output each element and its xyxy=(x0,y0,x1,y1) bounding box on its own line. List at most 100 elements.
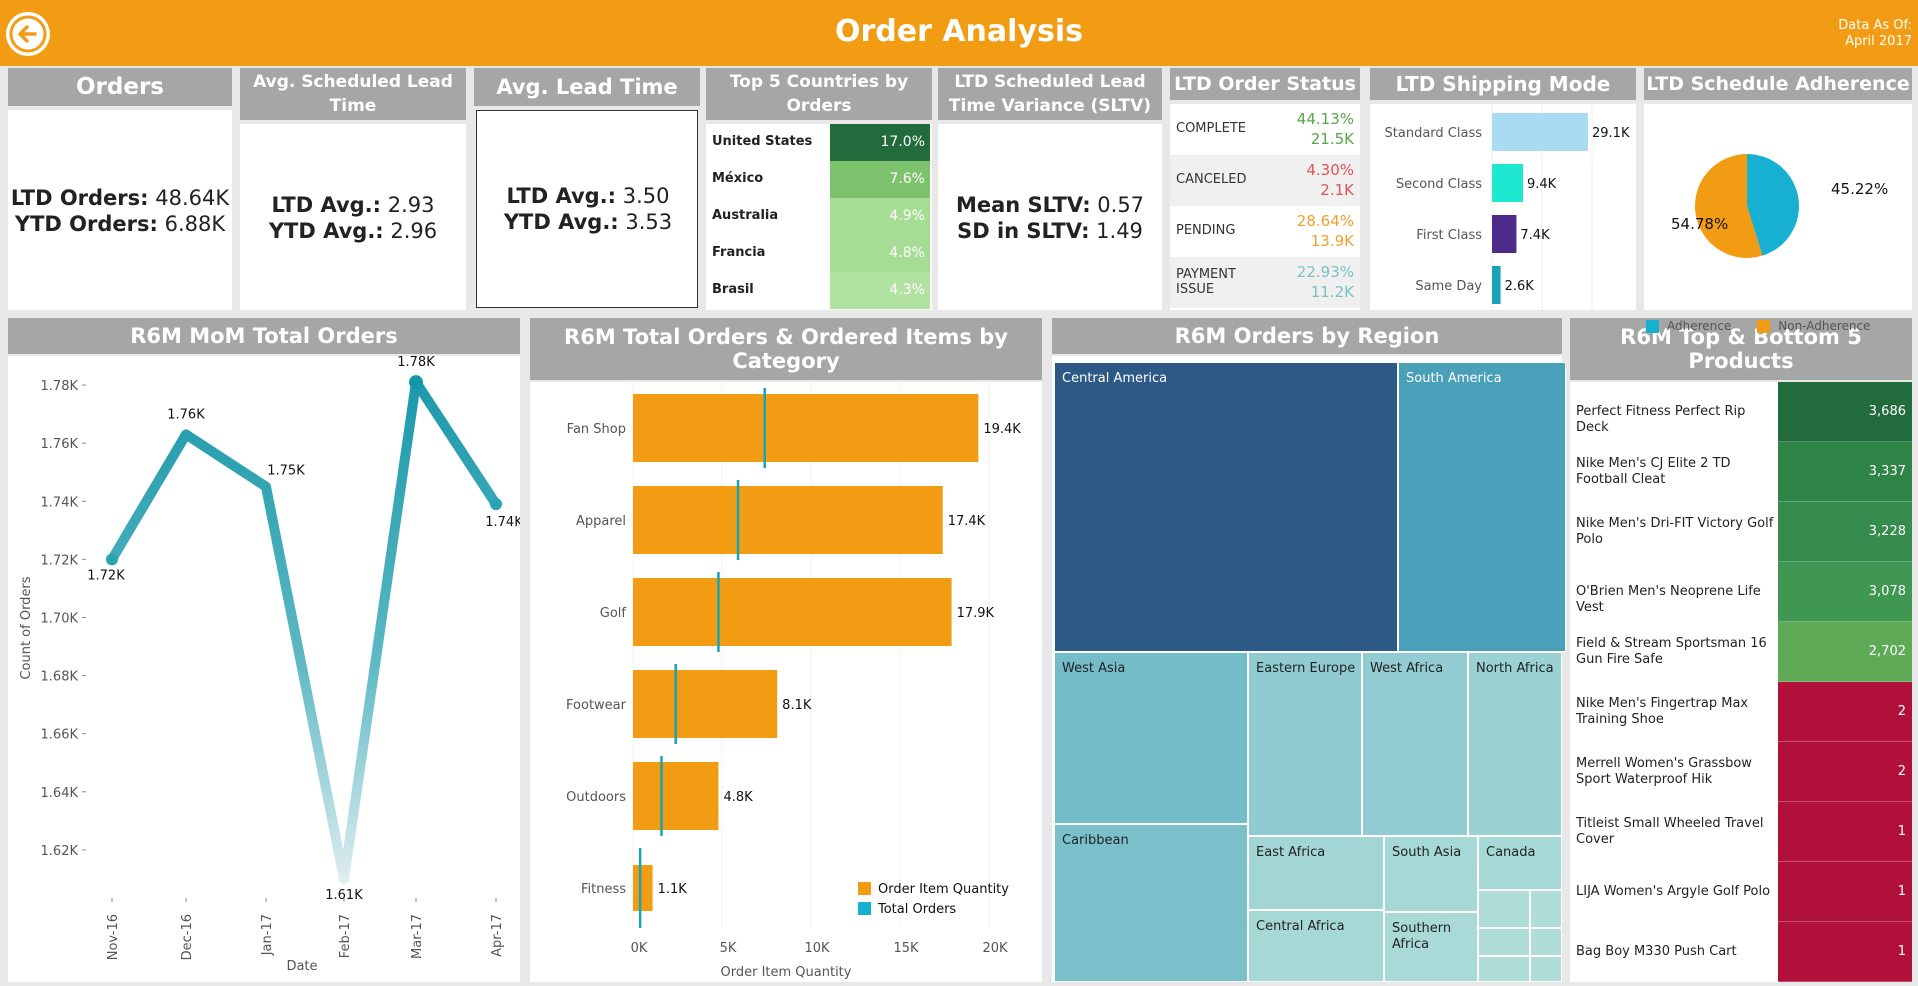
order-status-pct: 22.93% xyxy=(1296,263,1354,281)
product-value: 2 xyxy=(1778,682,1912,742)
x-tick-label: 0K xyxy=(631,941,648,956)
sched-ytd-value: 2.96 xyxy=(390,219,438,243)
region-cell-small xyxy=(1478,890,1530,928)
region-cell-small xyxy=(1478,956,1530,982)
country-name: Australia xyxy=(712,208,779,223)
product-name: Field & Stream Sportsman 16 Gun Fire Saf… xyxy=(1576,636,1767,667)
mom-point xyxy=(490,498,502,511)
x-tick-label: Jan-17 xyxy=(260,914,275,956)
order-items-bar xyxy=(633,670,778,738)
y-tick-label: 1.76K xyxy=(41,437,79,452)
product-value: 1 xyxy=(1778,802,1912,862)
pie-slice-non-adherence xyxy=(1695,154,1763,258)
shipping-bar xyxy=(1492,215,1517,253)
order-items-bar xyxy=(633,762,719,830)
orders-title: Orders xyxy=(8,68,232,106)
mom-title: R6M MoM Total Orders xyxy=(8,318,520,354)
order-status-pct: 28.64% xyxy=(1296,212,1354,230)
sched-lead-values: LTD Avg.: 2.93 YTD Avg.: 2.96 xyxy=(240,192,466,244)
legend-items-swatch xyxy=(858,882,871,895)
x-tick-label: 15K xyxy=(893,941,919,956)
shipping-bar xyxy=(1492,164,1524,202)
category-label: Outdoors xyxy=(566,790,626,805)
lead-ltd-value: 3.50 xyxy=(622,184,670,208)
legend-adherence-label: Adherence xyxy=(1667,319,1732,333)
country-share: 4.9% xyxy=(830,198,930,235)
order-items-bar xyxy=(633,486,943,554)
product-value: 1 xyxy=(1778,862,1912,922)
region-cell: East Africa xyxy=(1248,836,1384,910)
region-cell: Eastern Europe xyxy=(1248,652,1362,836)
y-tick-label: 1.64K xyxy=(41,786,79,801)
sched-lead-card: LTD Avg.: 2.93 YTD Avg.: 2.96 xyxy=(240,124,466,310)
mom-data-label: 1.74K xyxy=(485,515,520,530)
page-title: Order Analysis xyxy=(834,14,1083,49)
sltv-sd-value: 1.49 xyxy=(1096,219,1143,243)
product-row: Bag Boy M330 Push Cart 1 xyxy=(1570,922,1912,982)
order-status-count: 11.2K xyxy=(1310,283,1354,301)
product-name: Merrell Women's Grassbow Sport Waterproo… xyxy=(1576,756,1752,787)
order-status-pct: 4.30% xyxy=(1306,161,1354,179)
product-name: Nike Men's CJ Elite 2 TD Football Cleat xyxy=(1576,456,1731,487)
mom-line xyxy=(107,377,501,884)
x-tick-label: Nov-16 xyxy=(106,914,121,960)
pie-label-nonadherence: 54.78% xyxy=(1671,215,1728,233)
category-x-axis-title: Order Item Quantity xyxy=(721,965,852,980)
x-tick-label: 10K xyxy=(804,941,830,956)
region-cell-small xyxy=(1530,928,1562,956)
product-row: Nike Men's Fingertrap Max Training Shoe 2 xyxy=(1570,682,1912,742)
region-cell-small xyxy=(1478,928,1530,956)
shipping-value-label: 7.4K xyxy=(1520,228,1550,243)
lead-ytd-label: YTD Avg.: xyxy=(503,210,619,234)
region-cell: Central America xyxy=(1054,362,1398,652)
country-name: United States xyxy=(712,134,813,149)
country-row: Francia 4.8% xyxy=(706,235,932,272)
category-label: Fitness xyxy=(581,882,626,897)
mom-data-label: 1.76K xyxy=(167,407,205,422)
sltv-card: Mean SLTV: 0.57 SD in SLTV: 1.49 xyxy=(938,124,1162,310)
region-cell: South America xyxy=(1398,362,1566,652)
lead-values: LTD Avg.: 3.50 YTD Avg.: 3.53 xyxy=(477,183,699,235)
y-tick-label: 1.78K xyxy=(41,379,79,394)
ytd-orders-label: YTD Orders: xyxy=(14,212,158,236)
y-tick-label: 1.66K xyxy=(41,728,79,743)
category-label: Apparel xyxy=(576,514,626,529)
order-status-label: PAYMENT ISSUE xyxy=(1176,267,1236,297)
mom-x-axis-title: Date xyxy=(286,959,317,974)
legend-nonadherence-label: Non-Adherence xyxy=(1778,319,1871,333)
order-status-title: LTD Order Status xyxy=(1170,68,1360,100)
region-cell: Central Africa xyxy=(1248,910,1384,982)
region-cell-small xyxy=(1530,956,1562,982)
legend-nonadherence-swatch xyxy=(1757,319,1771,333)
product-value: 2 xyxy=(1778,742,1912,802)
mom-data-label: 1.61K xyxy=(325,888,363,903)
back-button[interactable] xyxy=(6,12,50,56)
shipping-value-label: 29.1K xyxy=(1592,126,1630,141)
region-cell: South Asia xyxy=(1384,836,1478,912)
shipping-title: LTD Shipping Mode xyxy=(1370,68,1636,100)
region-cell: Caribbean xyxy=(1054,824,1248,982)
country-row: México 7.6% xyxy=(706,161,932,198)
sched-ytd-label: YTD Avg.: xyxy=(268,219,384,243)
order-items-label: 4.8K xyxy=(723,790,753,805)
country-name: Brasil xyxy=(712,282,754,297)
products-title: R6M Top & Bottom 5 Products xyxy=(1570,318,1912,380)
x-tick-label: 5K xyxy=(720,941,737,956)
top-countries-title: Top 5 Countries by Orders xyxy=(706,68,932,120)
product-row: Perfect Fitness Perfect Rip Deck 3,686 xyxy=(1570,382,1912,442)
product-value: 3,686 xyxy=(1778,382,1912,442)
lead-card: LTD Avg.: 3.50 YTD Avg.: 3.53 xyxy=(476,110,698,308)
region-cell: West Africa xyxy=(1362,652,1468,836)
sltv-sd-label: SD in SLTV: xyxy=(957,219,1090,243)
legend-adherence-swatch xyxy=(1646,319,1659,333)
region-cell: North Africa xyxy=(1468,652,1562,836)
order-items-label: 17.9K xyxy=(957,606,995,621)
x-tick-label: Feb-17 xyxy=(338,914,353,958)
country-row: Brasil 4.3% xyxy=(706,272,932,309)
y-tick-label: 1.62K xyxy=(41,844,79,859)
product-row: Titleist Small Wheeled Travel Cover 1 xyxy=(1570,802,1912,862)
region-title: R6M Orders by Region xyxy=(1052,318,1562,354)
x-tick-label: Mar-17 xyxy=(410,914,425,959)
order-status-row: COMPLETE 44.13% 21.5K xyxy=(1170,104,1360,155)
mom-chart: 1.62K 1.64K 1.66K 1.68K 1.70K 1.72K 1.74K 1.76K… xyxy=(8,355,523,982)
